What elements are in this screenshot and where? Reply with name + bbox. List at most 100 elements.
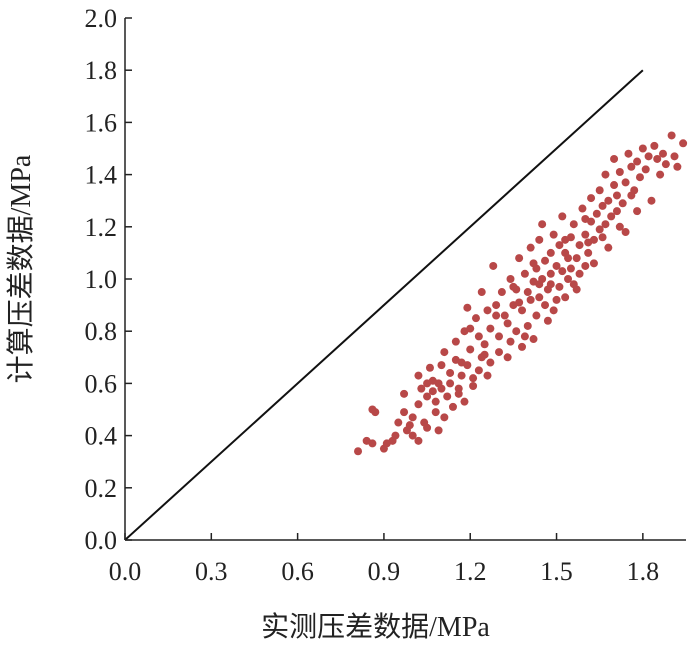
data-point xyxy=(561,293,570,302)
data-point xyxy=(414,436,423,445)
data-point xyxy=(523,321,532,330)
x-tick-label: 1.2 xyxy=(454,557,487,586)
y-tick-label: 1.0 xyxy=(85,265,118,294)
data-point xyxy=(486,324,495,333)
data-point xyxy=(486,358,495,367)
data-point xyxy=(477,288,486,297)
data-point xyxy=(549,306,558,315)
data-point xyxy=(529,259,538,268)
data-point xyxy=(423,423,432,432)
data-point xyxy=(469,382,478,391)
data-point xyxy=(408,431,417,440)
data-point xyxy=(572,254,581,263)
data-point xyxy=(541,256,550,265)
data-point xyxy=(549,230,558,239)
data-point xyxy=(572,285,581,294)
data-point xyxy=(480,350,489,359)
axes-layer xyxy=(124,18,686,541)
data-point xyxy=(463,303,472,312)
data-point xyxy=(526,295,535,304)
data-point xyxy=(627,191,636,200)
data-point xyxy=(566,264,575,273)
data-point xyxy=(414,400,423,409)
data-point xyxy=(509,282,518,291)
data-point xyxy=(601,220,610,229)
data-point xyxy=(446,368,455,377)
data-point xyxy=(610,154,619,163)
data-point xyxy=(552,261,561,270)
data-point xyxy=(615,222,624,231)
data-point xyxy=(492,311,501,320)
data-point xyxy=(543,316,552,325)
data-point xyxy=(368,439,377,448)
data-point xyxy=(400,408,409,417)
data-point xyxy=(661,160,670,169)
data-point xyxy=(394,418,403,427)
tick-layer: 0.0 0.3 0.6 0.9 1.2 1.5 1.8 0.0 0.2 0.4 0.6 0.8 1.0 1… xyxy=(85,4,660,586)
data-point xyxy=(633,207,642,216)
data-point xyxy=(520,269,529,278)
data-point xyxy=(354,447,363,456)
y-tick-label: 1.4 xyxy=(85,161,118,190)
data-point xyxy=(627,162,636,171)
data-point xyxy=(667,131,676,140)
data-point xyxy=(624,149,633,158)
x-tick-label: 1.8 xyxy=(627,557,660,586)
data-point xyxy=(601,170,610,179)
data-point xyxy=(428,387,437,396)
data-point xyxy=(595,186,604,195)
data-point xyxy=(532,311,541,320)
data-point xyxy=(578,204,587,213)
data-point xyxy=(440,348,449,357)
data-point xyxy=(371,408,380,417)
x-tick-label: 1.5 xyxy=(540,557,573,586)
data-point xyxy=(569,220,578,229)
data-point xyxy=(604,196,613,205)
data-point xyxy=(650,141,659,150)
data-point xyxy=(466,324,475,333)
data-points-layer xyxy=(354,131,688,456)
data-point xyxy=(391,431,400,440)
data-point xyxy=(581,214,590,223)
data-point xyxy=(414,371,423,380)
reference-line xyxy=(124,69,644,541)
data-point xyxy=(653,154,662,163)
data-point xyxy=(612,191,621,200)
data-point xyxy=(423,392,432,401)
x-axis-label: 实测压差数据/MPa xyxy=(261,611,490,643)
data-point xyxy=(474,332,483,341)
data-point xyxy=(497,288,506,297)
data-point xyxy=(558,267,567,276)
data-point xyxy=(457,358,466,367)
data-point xyxy=(612,207,621,216)
data-point xyxy=(489,261,498,270)
data-point xyxy=(466,345,475,354)
data-point xyxy=(515,254,524,263)
data-point xyxy=(512,327,521,336)
data-point xyxy=(564,275,573,283)
y-tick-label: 0.6 xyxy=(85,369,118,398)
data-point xyxy=(483,306,492,315)
data-point xyxy=(448,402,457,411)
data-point xyxy=(518,342,527,351)
data-point xyxy=(618,199,627,208)
data-point xyxy=(483,371,492,380)
data-point xyxy=(503,319,512,328)
data-point xyxy=(541,301,550,310)
x-tick-label: 0.9 xyxy=(368,557,401,586)
data-point xyxy=(615,167,624,176)
data-point xyxy=(535,280,544,289)
data-point xyxy=(658,149,667,158)
data-point xyxy=(564,254,573,263)
data-point xyxy=(431,408,440,417)
data-point xyxy=(405,421,414,430)
data-point xyxy=(552,295,561,304)
data-point xyxy=(495,332,503,341)
reference-line-layer xyxy=(124,69,644,541)
y-tick-label: 0.4 xyxy=(85,422,118,451)
data-point xyxy=(561,235,570,244)
data-point xyxy=(529,335,538,344)
data-point xyxy=(604,243,613,252)
data-point xyxy=(633,157,642,166)
